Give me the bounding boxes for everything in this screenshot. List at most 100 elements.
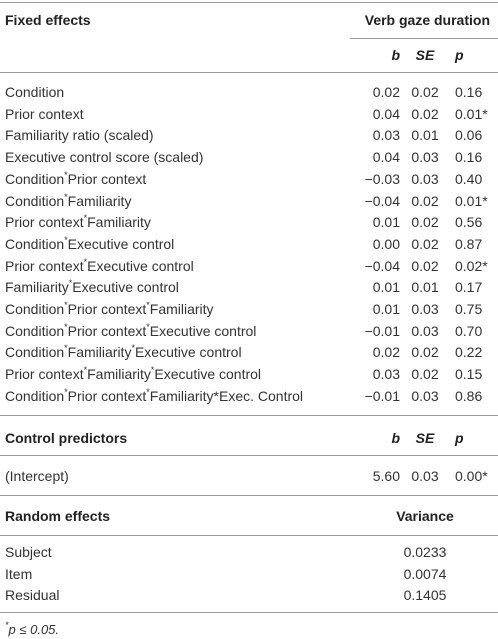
cell: 0.15	[455, 366, 483, 383]
cell: 0.00	[372, 235, 400, 252]
row-label: Subject	[5, 543, 52, 561]
column-header: SE	[415, 430, 435, 446]
label-part: Familiarity ratio (scaled)	[5, 127, 154, 144]
footnote: *p ≤ 0.05.	[5, 621, 59, 639]
cell: 0.01*	[455, 105, 488, 122]
interaction-mark: *	[64, 321, 68, 332]
label-part: Familiarity	[87, 366, 151, 383]
cell: 0.75	[455, 301, 483, 317]
label-part: Item	[5, 565, 33, 582]
label-part: Prior context	[67, 387, 147, 404]
row-label: (Intercept)	[5, 467, 69, 485]
interaction-mark: *	[83, 256, 88, 267]
cell: 0.1405	[403, 587, 447, 604]
cell: 0.02	[411, 192, 439, 209]
label-part: Familiarity	[5, 279, 69, 296]
label-part: Prior context	[67, 170, 147, 187]
cell: 0.03	[411, 468, 439, 484]
cell: −0.03	[364, 170, 400, 187]
cell: 0.02	[411, 366, 439, 383]
label-part: Familiarity	[87, 214, 151, 231]
cell: 0.87	[455, 235, 483, 252]
cell: 0.02	[411, 344, 439, 361]
cell: 0.03	[411, 170, 439, 187]
label-part: Prior context	[67, 322, 147, 339]
label-part: Subject	[5, 544, 52, 560]
row-label: Prior context*Executive control	[5, 257, 194, 275]
label-part: Condition	[5, 84, 65, 100]
label-part: Prior context	[5, 366, 84, 383]
cell: 0.03	[411, 301, 439, 317]
rule	[0, 2, 498, 3]
cell: −0.01	[364, 322, 400, 339]
cell: 0.01	[372, 301, 400, 317]
footnote-mark: *	[5, 620, 9, 630]
footnote-text: p ≤ 0.05.	[8, 622, 60, 637]
label-part: Familiarity	[67, 344, 132, 361]
row-label: Condition*Prior context*Familiarity*Exec…	[5, 387, 303, 405]
cell: 0.03	[411, 322, 439, 339]
cell: 0.01	[372, 214, 400, 231]
label-part: Residual	[5, 587, 60, 604]
cell: 0.01*	[455, 192, 488, 209]
row-label: Familiarity*Executive control	[5, 278, 179, 296]
row-label: Condition*Prior context*Executive contro…	[5, 322, 256, 340]
label-part: Condition	[5, 322, 65, 339]
interaction-mark: *	[146, 300, 150, 310]
interaction-mark: *	[150, 365, 155, 376]
label-part: Executive control	[134, 344, 242, 361]
row-label: Condition*Prior context	[5, 170, 146, 188]
row-label: Item	[5, 565, 32, 583]
row-label: Condition*Prior context*Familiarity	[5, 300, 214, 318]
interaction-mark: *	[83, 365, 88, 376]
label-part: Condition	[5, 387, 65, 404]
interaction-mark: *	[68, 278, 73, 289]
row-label: Condition*Executive control	[5, 235, 174, 253]
interaction-mark: *	[83, 213, 88, 224]
cell: 0.0233	[403, 544, 447, 560]
column-header: p	[455, 430, 464, 446]
cell: 0.03	[372, 366, 400, 383]
cell: 0.01	[411, 127, 439, 144]
row-label: Condition*Familiarity	[5, 192, 131, 210]
label-part: Familiarity	[67, 192, 132, 209]
cell: 0.02	[411, 105, 439, 122]
cell: 0.16	[455, 84, 483, 100]
interaction-mark: *	[64, 234, 68, 245]
label-part: Condition	[5, 170, 65, 187]
cell: 0.02	[372, 344, 400, 361]
interaction-mark: *	[146, 321, 150, 332]
rule	[0, 495, 498, 496]
cell: 0.40	[455, 170, 483, 187]
cell: 0.02	[411, 257, 439, 274]
cell: 0.02	[411, 84, 439, 100]
interaction-mark: *	[131, 343, 135, 354]
interaction-mark: *	[64, 191, 68, 202]
rule	[0, 415, 498, 416]
cell: 0.17	[455, 279, 483, 296]
label-part: (Intercept)	[5, 468, 69, 484]
cell: 0.16	[455, 149, 483, 166]
label-part: Executive control	[67, 235, 175, 252]
section-heading: Random effects	[5, 508, 111, 524]
row-label: Prior context	[5, 105, 84, 123]
label-part: Condition	[5, 301, 65, 317]
label-part: Prior context	[5, 214, 84, 231]
cell: 0.70	[455, 322, 483, 339]
column-header: b	[391, 47, 400, 63]
cell: 0.06	[455, 127, 483, 144]
label-part: Condition	[5, 344, 65, 361]
column-header: Variance	[396, 508, 454, 524]
cell: 0.04	[372, 149, 400, 166]
label-part: Executive control	[72, 279, 179, 296]
row-label: Familiarity ratio (scaled)	[5, 126, 154, 144]
column-header: b	[391, 430, 400, 446]
cell: 0.00*	[455, 468, 488, 484]
row-label: Residual	[5, 586, 59, 604]
column-header: SE	[415, 47, 435, 63]
section-heading: Control predictors	[5, 430, 128, 446]
interaction-mark: *	[64, 169, 68, 180]
label-part: Executive control	[149, 322, 257, 339]
cell: 0.03	[372, 127, 400, 144]
